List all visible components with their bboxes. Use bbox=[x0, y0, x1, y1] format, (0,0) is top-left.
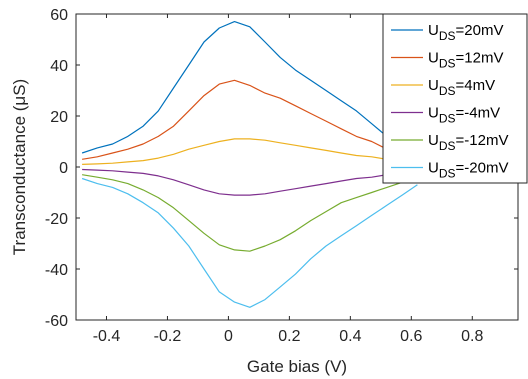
x-tick-label: 0.6 bbox=[400, 328, 422, 345]
legend-subscript: DS bbox=[439, 167, 456, 181]
x-tick-label: 0.8 bbox=[461, 328, 483, 345]
legend-symbol: U bbox=[428, 160, 439, 177]
legend-value: =-4mV bbox=[456, 105, 501, 122]
series-line-3 bbox=[82, 168, 418, 196]
series-line-2 bbox=[82, 138, 418, 165]
legend-symbol: U bbox=[428, 50, 439, 67]
legend-entry-label: UDS=-20mV bbox=[428, 160, 508, 181]
x-tick-label: 0.4 bbox=[339, 328, 361, 345]
legend-symbol: U bbox=[428, 77, 439, 94]
legend-value: =20mV bbox=[456, 22, 504, 39]
legend-value: =12mV bbox=[456, 50, 504, 67]
legend-entry-label: UDS=-4mV bbox=[428, 105, 500, 126]
legend-box bbox=[382, 13, 528, 184]
x-tick-label: 0.2 bbox=[278, 328, 300, 345]
legend-subscript: DS bbox=[439, 139, 456, 153]
legend-symbol: U bbox=[428, 132, 439, 149]
y-axis-label: Transconductance (μS) bbox=[10, 79, 29, 255]
series-line-1 bbox=[82, 79, 418, 162]
y-tick-label: -40 bbox=[45, 262, 68, 279]
legend-value: =-12mV bbox=[456, 132, 509, 149]
legend-subscript: DS bbox=[439, 29, 456, 43]
series-line-0 bbox=[81, 21, 418, 158]
legend-subscript: DS bbox=[439, 57, 456, 71]
legend-entry-label: UDS=12mV bbox=[428, 50, 503, 71]
legend-entry-label: UDS=4mV bbox=[428, 77, 495, 98]
legend: UDS=20mVUDS=12mVUDS=4mVUDS=-4mVUDS=-12mV… bbox=[382, 13, 528, 184]
legend-subscript: DS bbox=[439, 84, 456, 98]
x-tick-label: 0 bbox=[224, 328, 233, 345]
series-line-5 bbox=[81, 177, 418, 308]
legend-value: =-20mV bbox=[456, 160, 509, 177]
y-tick-label: -60 bbox=[45, 313, 68, 330]
x-axis-label: Gate bias (V) bbox=[247, 357, 347, 376]
y-tick-label: -20 bbox=[45, 211, 68, 228]
legend-value: =4mV bbox=[456, 77, 496, 94]
y-tick-label: 0 bbox=[59, 160, 68, 177]
legend-entry-label: UDS=-12mV bbox=[428, 132, 508, 153]
legend-symbol: U bbox=[428, 22, 439, 39]
x-tick-label: -0.2 bbox=[154, 328, 182, 345]
y-tick-label: 20 bbox=[50, 109, 68, 126]
x-tick-label: -0.4 bbox=[93, 328, 121, 345]
series-line-4 bbox=[82, 174, 418, 252]
ticks-layer: -0.4 -0.2 0 0.2 0.4 0.6 0.8 -60 -40 -20 0 20 40 60 bbox=[45, 7, 518, 345]
series-layer bbox=[81, 21, 418, 308]
y-tick-label: 40 bbox=[50, 58, 68, 75]
legend-entry-label: UDS=20mV bbox=[428, 22, 503, 43]
legend-symbol: U bbox=[428, 105, 439, 122]
legend-subscript: DS bbox=[439, 112, 456, 126]
y-tick-label: 60 bbox=[50, 7, 68, 24]
